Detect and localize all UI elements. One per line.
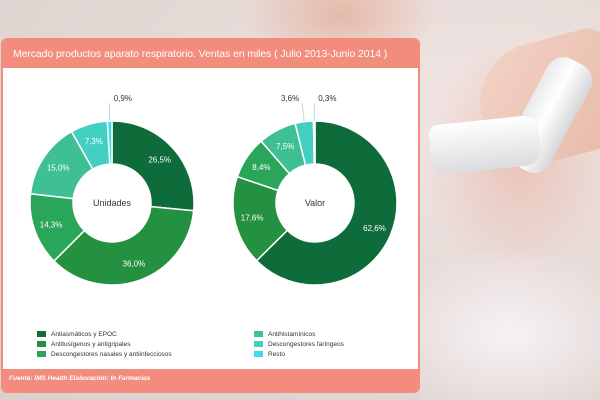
legend-label: Antihistamínicos	[268, 330, 316, 338]
slice-value-label: 36,0%	[123, 260, 146, 269]
legend-swatch	[37, 351, 46, 357]
source-note: Fuente: IMS Health Elaboración: In Farma…	[9, 375, 151, 382]
donut-center-label: Unidades	[93, 198, 132, 208]
donut-0: 26,5% 36,0% 14,3% 15,0% 7,3% 0,9% Unidades	[29, 94, 195, 286]
inhaler-shape	[427, 50, 600, 180]
donut-slice	[106, 120, 113, 165]
slice-value-label: 7,3%	[85, 137, 103, 146]
slice-value-label: 3,6%	[281, 94, 299, 103]
legend-label: Resto	[268, 350, 285, 358]
legend-right: Antihistamínicos Descongestores faríngeos…	[254, 329, 344, 359]
donut-slice	[52, 205, 195, 286]
donut-slice	[312, 120, 316, 165]
legend-item: Resto	[254, 349, 344, 359]
legend-swatch	[37, 331, 46, 337]
legend-swatch	[254, 331, 263, 337]
donut-slice	[111, 120, 195, 212]
slice-value-label: 17,6%	[241, 213, 264, 222]
legend-label: Descongestores faríngeos	[268, 340, 344, 348]
slice-value-label: 7,5%	[276, 142, 294, 151]
legend-left: Antiasmáticos y EPOC Antitusígenos y anti…	[37, 329, 172, 359]
legend-item: Descongestores faríngeos	[254, 339, 344, 349]
donut-charts: 26,5% 36,0% 14,3% 15,0% 7,3% 0,9% Unidades 62,6…	[29, 94, 398, 286]
legend-swatch	[254, 351, 263, 357]
donut-slice	[255, 120, 398, 286]
chart-card: Mercado productos aparato respiratorio. …	[1, 38, 420, 393]
leader-line	[301, 102, 305, 122]
slice-value-label: 15,0%	[47, 163, 70, 172]
legend-swatch	[254, 341, 263, 347]
legend-label: Descongestores nasales y antiinfecciosos	[51, 350, 172, 358]
donut-center-label: Valor	[305, 198, 325, 208]
slice-value-label: 8,4%	[252, 163, 270, 172]
legend-item: Antiasmáticos y EPOC	[37, 329, 172, 339]
legend-item: Descongestores nasales y antiinfecciosos	[37, 349, 172, 359]
legend-label: Antitusígenos y antigripales	[51, 340, 131, 348]
card-header: Mercado productos aparato respiratorio. …	[3, 40, 418, 68]
slice-value-label: 26,5%	[148, 156, 171, 165]
legend-item: Antitusígenos y antigripales	[37, 339, 172, 349]
chart-title: Mercado productos aparato respiratorio. …	[13, 48, 388, 60]
card-footer: Fuente: IMS Health Elaboración: In Farma…	[3, 369, 418, 391]
slice-value-label: 0,9%	[114, 94, 132, 103]
donut-1: 62,6% 17,6% 8,4% 7,5% 3,6% 0,3% Valor	[232, 94, 398, 286]
slice-value-label: 0,3%	[318, 94, 336, 103]
legend-label: Antiasmáticos y EPOC	[51, 330, 117, 338]
legend-swatch	[37, 341, 46, 347]
slice-value-label: 14,3%	[40, 220, 63, 229]
legend-item: Antihistamínicos	[254, 329, 344, 339]
slice-value-label: 62,6%	[363, 224, 386, 233]
